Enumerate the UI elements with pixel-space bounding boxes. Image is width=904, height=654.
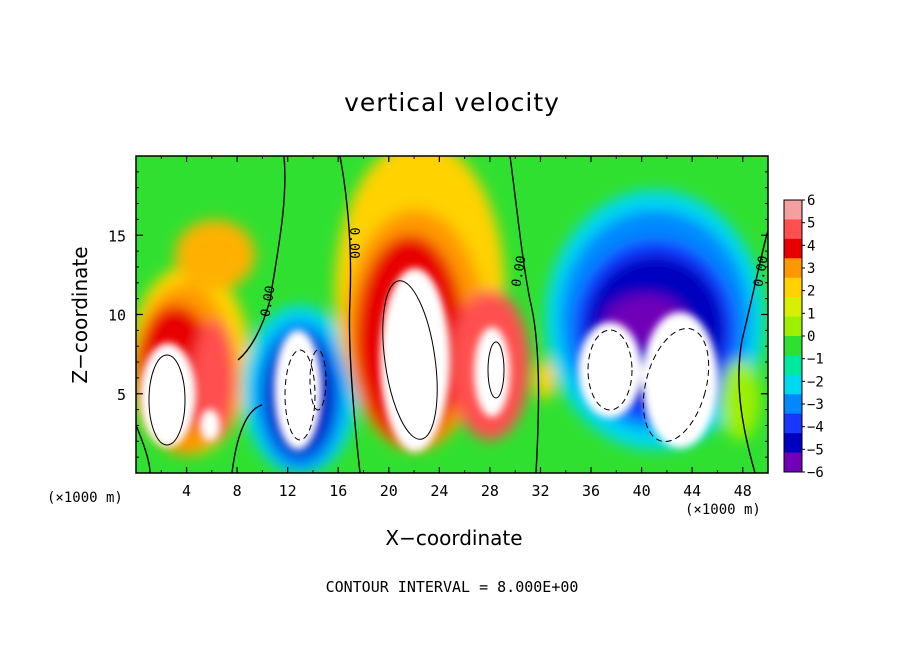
colorbar-swatch — [784, 413, 802, 434]
x-tick-label: 16 — [329, 482, 347, 500]
x-tick-label: 48 — [734, 482, 752, 500]
colorbar-label: 3 — [807, 261, 815, 277]
positive-contour-line — [487, 341, 505, 399]
y-axis-label: Z−coordinate — [68, 246, 92, 384]
zero-contour-line — [509, 156, 540, 473]
x-tick-label: 40 — [633, 482, 651, 500]
core-region — [380, 268, 450, 452]
colorbar-label: −1 — [807, 352, 824, 368]
colorbar-label: −3 — [807, 397, 824, 413]
contour-label: 0.00 — [509, 255, 529, 288]
contour-interval-note: CONTOUR INTERVAL = 8.000E+00 — [325, 578, 579, 596]
colorbar-swatch — [784, 394, 802, 415]
y-tick-label: 15 — [108, 227, 126, 245]
colorbar: 6 5 4 3 2 1 0 −1 −2 −3 −4 −5 −6 — [783, 193, 824, 481]
colorbar-swatch — [784, 336, 802, 356]
colorbar-label: 4 — [807, 238, 815, 254]
core-region — [642, 312, 718, 448]
contour-interval-wrap: CONTOUR INTERVAL = 8.000E+00 — [0, 578, 904, 596]
negative-contour-line — [587, 329, 633, 411]
contour-label: 0.00 — [258, 285, 278, 318]
chart-title: vertical velocity — [344, 88, 560, 117]
colorbar-swatch — [784, 452, 802, 473]
negative-contour-line — [309, 349, 327, 411]
colorbar-swatch — [784, 219, 802, 240]
colorbar-label: 0 — [807, 329, 815, 345]
colorbar-label: −5 — [807, 442, 824, 458]
negative-contour-line — [284, 349, 316, 441]
x-axis-label-wrap: X−coordinate — [0, 526, 904, 550]
negative-contours — [284, 327, 710, 443]
x-tick-label: 44 — [683, 482, 701, 500]
colorbar-label: −2 — [807, 374, 824, 390]
zero-contour-line — [136, 424, 151, 473]
x-tick-label: 4 — [182, 482, 191, 500]
positive-contours — [148, 280, 505, 446]
zero-contour-line — [738, 229, 768, 473]
colorbar-label: 2 — [807, 284, 815, 300]
velocity-field — [136, 156, 768, 473]
y-axis-ticks: 5 10 15 — [108, 171, 768, 458]
zero-contour-line — [231, 404, 263, 473]
core-region — [200, 409, 220, 441]
colorbar-swatch — [784, 238, 802, 259]
x-unit-label-left: (×1000 m) — [47, 490, 123, 506]
x-tick-label: 32 — [531, 482, 549, 500]
contour-labels: 0.00 0.00 0.00 0.00 — [258, 227, 771, 318]
x-unit-label-right: (×1000 m) — [685, 502, 761, 518]
colorbar-label: −6 — [807, 465, 824, 481]
zero-contours — [136, 156, 768, 473]
colorbar-swatch — [784, 433, 802, 454]
colorbar-swatch — [784, 374, 802, 395]
zero-contour-line — [339, 156, 361, 473]
y-tick-label: 5 — [117, 386, 126, 404]
colorbar-label: 6 — [807, 193, 815, 209]
x-tick-label: 12 — [279, 482, 297, 500]
x-tick-label: 20 — [380, 482, 398, 500]
contour-label: 0.00 — [346, 227, 361, 258]
colorbar-swatch — [784, 355, 802, 376]
core-region — [474, 327, 510, 417]
colorbar-label: 1 — [807, 306, 815, 322]
colorbar-swatch — [784, 277, 802, 298]
x-tick-label: 24 — [430, 482, 448, 500]
colorbar-label: 5 — [807, 216, 815, 232]
weak-updraft-region — [535, 360, 555, 400]
core-region — [578, 322, 642, 418]
core-region — [140, 343, 196, 447]
colorbar-swatch — [784, 297, 802, 318]
negative-contour-line — [642, 327, 710, 443]
x-axis-label: X−coordinate — [385, 526, 523, 550]
contour-label: 0.00 — [751, 255, 771, 288]
x-tick-label: 36 — [582, 482, 600, 500]
core-region — [274, 330, 322, 450]
colorbar-swatch — [784, 258, 802, 279]
colorbar-swatch — [784, 200, 802, 220]
colorbar-swatch — [784, 316, 802, 337]
x-axis-ticks: 4 8 12 16 20 24 28 32 36 40 44 48 — [160, 156, 752, 500]
x-tick-label: 8 — [233, 482, 242, 500]
positive-contour-line — [148, 354, 186, 446]
x-tick-label: 28 — [481, 482, 499, 500]
updraft-region — [193, 320, 237, 440]
y-tick-label: 10 — [108, 307, 126, 325]
positive-contour-line — [382, 280, 438, 440]
updraft-region — [175, 220, 255, 290]
zero-contour-line — [237, 156, 286, 361]
colorbar-label: −4 — [807, 420, 824, 436]
